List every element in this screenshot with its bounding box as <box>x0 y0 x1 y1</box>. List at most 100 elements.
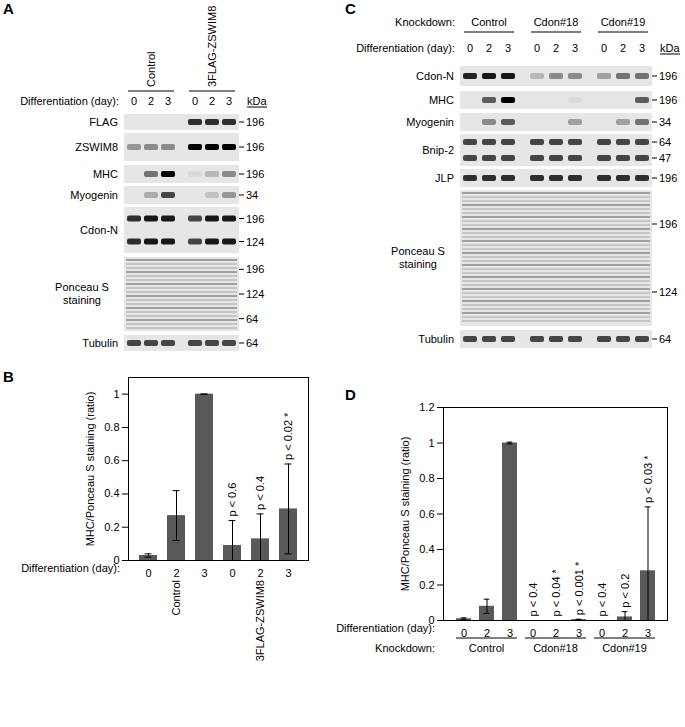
svg-text:64: 64 <box>246 313 258 325</box>
svg-text:p < 0.001 *: p < 0.001 * <box>573 561 585 615</box>
svg-text:0: 0 <box>229 567 235 579</box>
svg-text:D: D <box>345 386 356 403</box>
svg-text:Differentiation (day):: Differentiation (day): <box>356 42 455 54</box>
svg-text:34: 34 <box>659 116 671 128</box>
svg-text:0: 0 <box>131 95 137 107</box>
svg-text:MHC: MHC <box>429 94 454 106</box>
svg-text:124: 124 <box>659 286 677 298</box>
svg-text:47: 47 <box>659 152 671 164</box>
svg-text:MHC/Ponceau S staining (ratio): MHC/Ponceau S staining (ratio) <box>399 437 411 592</box>
svg-text:Control: Control <box>469 642 504 654</box>
svg-text:0: 0 <box>113 554 119 566</box>
svg-text:196: 196 <box>659 94 677 106</box>
svg-text:Cdon-N: Cdon-N <box>80 224 118 236</box>
svg-text:2: 2 <box>622 627 628 639</box>
svg-text:0: 0 <box>467 42 473 54</box>
svg-text:1.2: 1.2 <box>419 401 434 413</box>
svg-text:3: 3 <box>505 42 511 54</box>
svg-text:A: A <box>3 0 14 17</box>
svg-text:Differentiation (day):: Differentiation (day): <box>336 622 435 634</box>
svg-text:Cdon#19: Cdon#19 <box>601 16 646 28</box>
svg-text:2: 2 <box>257 567 263 579</box>
svg-text:0.6: 0.6 <box>104 454 119 466</box>
svg-text:2: 2 <box>553 42 559 54</box>
svg-text:0: 0 <box>530 627 536 639</box>
svg-text:0: 0 <box>599 627 605 639</box>
svg-text:p < 0.6: p < 0.6 <box>226 483 238 517</box>
svg-text:124: 124 <box>246 288 264 300</box>
svg-text:3: 3 <box>507 627 513 639</box>
svg-text:Cdon-N: Cdon-N <box>416 70 454 82</box>
svg-text:196: 196 <box>246 263 264 275</box>
svg-text:ZSWIM8: ZSWIM8 <box>75 141 118 153</box>
svg-text:Control: Control <box>145 52 157 87</box>
svg-text:C: C <box>345 0 356 17</box>
svg-text:1: 1 <box>113 388 119 400</box>
svg-text:Differentiation (day):: Differentiation (day): <box>20 95 119 107</box>
svg-text:Cdon#18: Cdon#18 <box>534 16 579 28</box>
svg-text:p < 0.4: p < 0.4 <box>254 476 266 510</box>
svg-text:3: 3 <box>572 42 578 54</box>
svg-text:64: 64 <box>659 333 671 345</box>
svg-text:1: 1 <box>428 437 434 449</box>
svg-text:3: 3 <box>645 627 651 639</box>
svg-text:Knockdown:: Knockdown: <box>395 16 455 28</box>
svg-text:196: 196 <box>246 116 264 128</box>
svg-text:Tubulin: Tubulin <box>82 337 118 349</box>
svg-text:FLAG: FLAG <box>89 116 118 128</box>
svg-text:0: 0 <box>461 627 467 639</box>
svg-text:2: 2 <box>148 95 154 107</box>
svg-text:124: 124 <box>246 236 264 248</box>
svg-text:196: 196 <box>246 168 264 180</box>
svg-text:Bnip-2: Bnip-2 <box>422 144 454 156</box>
svg-text:3: 3 <box>226 95 232 107</box>
svg-text:196: 196 <box>659 70 677 82</box>
svg-text:0: 0 <box>145 567 151 579</box>
svg-text:0.4: 0.4 <box>104 487 119 499</box>
svg-text:0: 0 <box>601 42 607 54</box>
svg-text:2: 2 <box>173 567 179 579</box>
svg-text:kDa: kDa <box>247 95 267 107</box>
svg-text:Myogenin: Myogenin <box>406 116 454 128</box>
svg-text:p < 0.04 *: p < 0.04 * <box>550 568 562 616</box>
svg-text:Cdon#18: Cdon#18 <box>533 642 578 654</box>
svg-text:3FLAG-ZSWIM8: 3FLAG-ZSWIM8 <box>206 6 218 87</box>
svg-text:3: 3 <box>639 42 645 54</box>
svg-text:0: 0 <box>428 614 434 626</box>
svg-text:Differentiation (day):: Differentiation (day): <box>21 562 120 574</box>
svg-text:Ponceau Sstaining: Ponceau Sstaining <box>391 245 445 270</box>
svg-text:MHC/Ponceau S staining (ratio): MHC/Ponceau S staining (ratio) <box>84 392 96 547</box>
svg-text:0.2: 0.2 <box>419 579 434 591</box>
svg-text:Ponceau Sstaining: Ponceau Sstaining <box>55 281 109 306</box>
svg-text:3: 3 <box>285 567 291 579</box>
svg-text:196: 196 <box>659 218 677 230</box>
svg-text:0.2: 0.2 <box>104 521 119 533</box>
svg-text:p < 0.4: p < 0.4 <box>596 583 608 617</box>
svg-text:p < 0.4: p < 0.4 <box>527 583 539 617</box>
svg-text:Control: Control <box>170 580 182 615</box>
svg-text:MHC: MHC <box>93 168 118 180</box>
svg-text:0: 0 <box>534 42 540 54</box>
svg-text:2: 2 <box>553 627 559 639</box>
svg-text:Cdon#19: Cdon#19 <box>602 642 647 654</box>
svg-text:Tubulin: Tubulin <box>418 333 454 345</box>
svg-text:2: 2 <box>486 42 492 54</box>
svg-text:0: 0 <box>192 95 198 107</box>
svg-text:p < 0.02 *: p < 0.02 * <box>282 412 294 460</box>
svg-text:0.6: 0.6 <box>419 508 434 520</box>
svg-text:0.8: 0.8 <box>419 472 434 484</box>
svg-text:3: 3 <box>201 567 207 579</box>
svg-text:B: B <box>3 368 14 385</box>
svg-text:3: 3 <box>165 95 171 107</box>
svg-text:Control: Control <box>471 16 506 28</box>
svg-text:2: 2 <box>484 627 490 639</box>
svg-text:Knockdown:: Knockdown: <box>375 642 435 654</box>
svg-text:Myogenin: Myogenin <box>70 189 118 201</box>
svg-text:0.8: 0.8 <box>104 421 119 433</box>
svg-text:kDa: kDa <box>660 42 680 54</box>
svg-text:196: 196 <box>246 213 264 225</box>
svg-text:2: 2 <box>620 42 626 54</box>
svg-text:0.4: 0.4 <box>419 543 434 555</box>
svg-text:196: 196 <box>659 172 677 184</box>
svg-text:64: 64 <box>659 136 671 148</box>
